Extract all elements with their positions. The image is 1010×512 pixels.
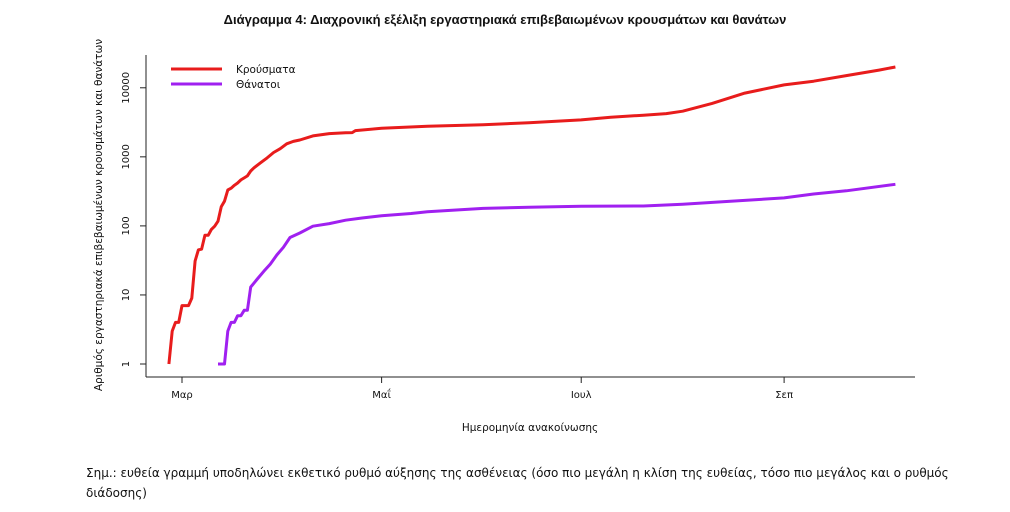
y-tick-label: 10000 bbox=[121, 72, 132, 104]
x-tick-label: Μαΐ bbox=[372, 387, 391, 401]
plot-frame bbox=[145, 55, 915, 378]
y-axis-label: Αριθμός εργαστηριακά επιβεβαιωμένων κρου… bbox=[93, 39, 105, 391]
legend-label-cases: Κρούσματα bbox=[236, 64, 296, 76]
legend-label-deaths: Θάνατοι bbox=[236, 79, 281, 91]
x-axis-ticks: Μαρ Μαΐ Ιουλ Σεπ bbox=[171, 377, 793, 401]
x-tick-label: Ιουλ bbox=[571, 390, 592, 401]
footnote: Σημ.: ευθεία γραμμή υποδηλώνει εκθετικό … bbox=[86, 466, 949, 500]
x-axis-label: Ημερομηνία ανακοίνωσης bbox=[462, 422, 598, 434]
series-line-cases bbox=[167, 65, 896, 365]
legend: Κρούσματα Θάνατοι bbox=[171, 64, 296, 91]
x-tick-label: Μαρ bbox=[171, 390, 193, 401]
y-tick-label: 100 bbox=[121, 216, 132, 235]
y-tick-label: 10 bbox=[121, 289, 132, 302]
x-tick-label: Σεπ bbox=[775, 390, 793, 401]
y-tick-label: 1 bbox=[121, 361, 132, 367]
y-axis-ticks: 1 10 100 1000 10000 bbox=[121, 72, 146, 367]
series-lines bbox=[167, 65, 896, 366]
series-line-deaths bbox=[218, 182, 896, 366]
chart-title: Διάγραμμα 4: Διαχρονική εξέλιξη εργαστηρ… bbox=[223, 12, 787, 27]
y-tick-label: 1000 bbox=[121, 144, 132, 169]
